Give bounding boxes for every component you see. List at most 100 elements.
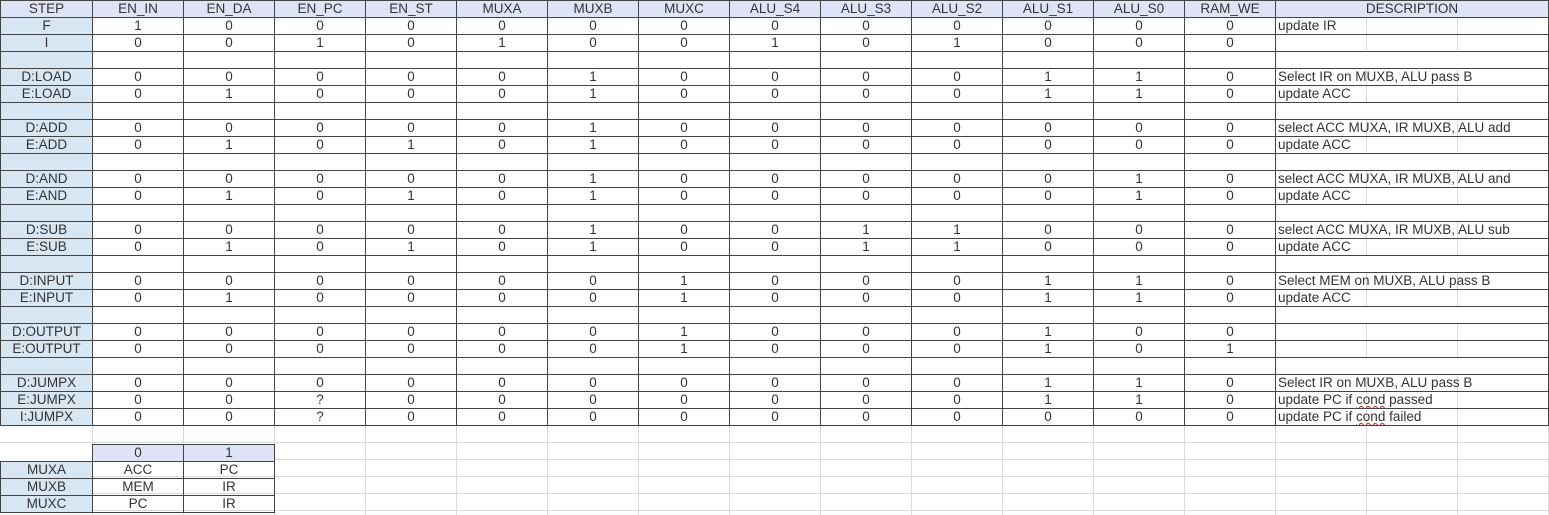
signal-cell[interactable]: 0 xyxy=(183,221,275,239)
signal-cell[interactable] xyxy=(1184,357,1276,375)
signal-cell[interactable] xyxy=(911,102,1003,120)
signal-cell[interactable]: 0 xyxy=(1184,187,1276,205)
signal-cell[interactable] xyxy=(1002,153,1094,171)
signal-cell[interactable]: 0 xyxy=(92,289,184,307)
signal-cell[interactable]: 0 xyxy=(820,340,912,358)
signal-cell[interactable]: 0 xyxy=(1002,119,1094,137)
signal-cell[interactable]: 0 xyxy=(92,323,184,341)
signal-cell[interactable]: 1 xyxy=(638,323,730,341)
signal-cell[interactable]: 0 xyxy=(92,272,184,290)
signal-cell[interactable]: 0 xyxy=(92,221,184,239)
signal-cell[interactable] xyxy=(820,51,912,69)
signal-cell[interactable]: 0 xyxy=(365,374,457,392)
description-cell[interactable] xyxy=(1275,357,1549,375)
signal-cell[interactable]: 0 xyxy=(365,221,457,239)
signal-cell[interactable]: 0 xyxy=(1184,119,1276,137)
signal-cell[interactable] xyxy=(820,357,912,375)
signal-cell[interactable] xyxy=(911,255,1003,273)
signal-cell[interactable]: 0 xyxy=(274,374,366,392)
mux-row-label[interactable]: MUXA xyxy=(0,461,93,479)
signal-cell[interactable] xyxy=(365,306,457,324)
signal-cell[interactable]: 1 xyxy=(1093,68,1185,86)
signal-cell[interactable] xyxy=(92,255,184,273)
signal-cell[interactable] xyxy=(729,204,821,222)
step-cell[interactable]: D:SUB xyxy=(0,221,93,239)
step-cell[interactable]: D:JUMPX xyxy=(0,374,93,392)
signal-cell[interactable]: 0 xyxy=(274,136,366,154)
signal-cell[interactable] xyxy=(365,255,457,273)
signal-cell[interactable] xyxy=(638,204,730,222)
signal-cell[interactable]: 1 xyxy=(1093,187,1185,205)
signal-cell[interactable]: 0 xyxy=(92,340,184,358)
signal-cell[interactable]: 1 xyxy=(183,85,275,103)
signal-cell[interactable]: 0 xyxy=(1184,34,1276,52)
signal-cell[interactable]: 0 xyxy=(92,136,184,154)
signal-cell[interactable]: 0 xyxy=(1002,136,1094,154)
signal-cell[interactable]: 1 xyxy=(1002,391,1094,409)
signal-cell[interactable]: 0 xyxy=(547,289,639,307)
signal-cell[interactable] xyxy=(456,102,548,120)
signal-cell[interactable]: 1 xyxy=(1002,272,1094,290)
signal-cell[interactable]: 1 xyxy=(274,34,366,52)
step-cell[interactable]: E:SUB xyxy=(0,238,93,256)
step-cell[interactable]: E:INPUT xyxy=(0,289,93,307)
signal-cell[interactable]: 0 xyxy=(92,374,184,392)
signal-cell[interactable]: 0 xyxy=(456,170,548,188)
description-cell[interactable]: select ACC MUXA, IR MUXB, ALU add xyxy=(1275,119,1549,137)
signal-cell[interactable]: 0 xyxy=(456,289,548,307)
signal-cell[interactable]: 0 xyxy=(1184,170,1276,188)
col-header-alu-s2[interactable]: ALU_S2 xyxy=(911,0,1003,18)
description-cell[interactable]: Select MEM on MUXB, ALU pass B xyxy=(1275,272,1549,290)
signal-cell[interactable]: 0 xyxy=(274,340,366,358)
signal-cell[interactable]: 0 xyxy=(729,374,821,392)
col-header-alu-s3[interactable]: ALU_S3 xyxy=(820,0,912,18)
signal-cell[interactable]: 0 xyxy=(729,170,821,188)
signal-cell[interactable]: 0 xyxy=(274,85,366,103)
signal-cell[interactable]: 0 xyxy=(1184,374,1276,392)
signal-cell[interactable]: 0 xyxy=(183,340,275,358)
signal-cell[interactable] xyxy=(547,357,639,375)
step-cell[interactable]: E:LOAD xyxy=(0,85,93,103)
signal-cell[interactable]: 0 xyxy=(1093,17,1185,35)
signal-cell[interactable] xyxy=(911,306,1003,324)
col-header-muxc[interactable]: MUXC xyxy=(638,0,730,18)
signal-cell[interactable] xyxy=(183,51,275,69)
signal-cell[interactable]: 0 xyxy=(1184,17,1276,35)
signal-cell[interactable]: 0 xyxy=(274,238,366,256)
description-cell[interactable] xyxy=(1275,34,1549,52)
signal-cell[interactable]: 0 xyxy=(911,170,1003,188)
signal-cell[interactable]: 1 xyxy=(638,340,730,358)
signal-cell[interactable]: 1 xyxy=(1093,289,1185,307)
signal-cell[interactable]: 0 xyxy=(183,408,275,426)
step-cell[interactable]: I xyxy=(0,34,93,52)
signal-cell[interactable]: 0 xyxy=(92,187,184,205)
signal-cell[interactable] xyxy=(92,153,184,171)
signal-cell[interactable] xyxy=(183,153,275,171)
signal-cell[interactable]: 1 xyxy=(547,68,639,86)
signal-cell[interactable]: 0 xyxy=(1184,408,1276,426)
signal-cell[interactable]: 0 xyxy=(365,340,457,358)
mux-cell[interactable]: PC xyxy=(92,495,184,513)
signal-cell[interactable]: 0 xyxy=(729,221,821,239)
signal-cell[interactable]: 1 xyxy=(92,17,184,35)
signal-cell[interactable] xyxy=(274,255,366,273)
signal-cell[interactable]: 0 xyxy=(365,289,457,307)
description-cell[interactable]: update ACC xyxy=(1275,187,1549,205)
signal-cell[interactable]: 1 xyxy=(547,85,639,103)
description-cell[interactable]: Select IR on MUXB, ALU pass B xyxy=(1275,374,1549,392)
signal-cell[interactable]: 1 xyxy=(547,119,639,137)
signal-cell[interactable]: 0 xyxy=(1184,85,1276,103)
signal-cell[interactable]: 0 xyxy=(1184,272,1276,290)
signal-cell[interactable]: 0 xyxy=(274,272,366,290)
signal-cell[interactable]: 0 xyxy=(1093,238,1185,256)
signal-cell[interactable]: 1 xyxy=(1093,272,1185,290)
signal-cell[interactable]: 0 xyxy=(1093,119,1185,137)
signal-cell[interactable]: 1 xyxy=(638,289,730,307)
signal-cell[interactable] xyxy=(274,204,366,222)
signal-cell[interactable]: 1 xyxy=(911,34,1003,52)
signal-cell[interactable]: 1 xyxy=(1093,391,1185,409)
signal-cell[interactable]: 0 xyxy=(911,323,1003,341)
signal-cell[interactable]: 0 xyxy=(911,85,1003,103)
signal-cell[interactable]: 0 xyxy=(1093,136,1185,154)
mux-row-label[interactable]: MUXC xyxy=(0,495,93,513)
